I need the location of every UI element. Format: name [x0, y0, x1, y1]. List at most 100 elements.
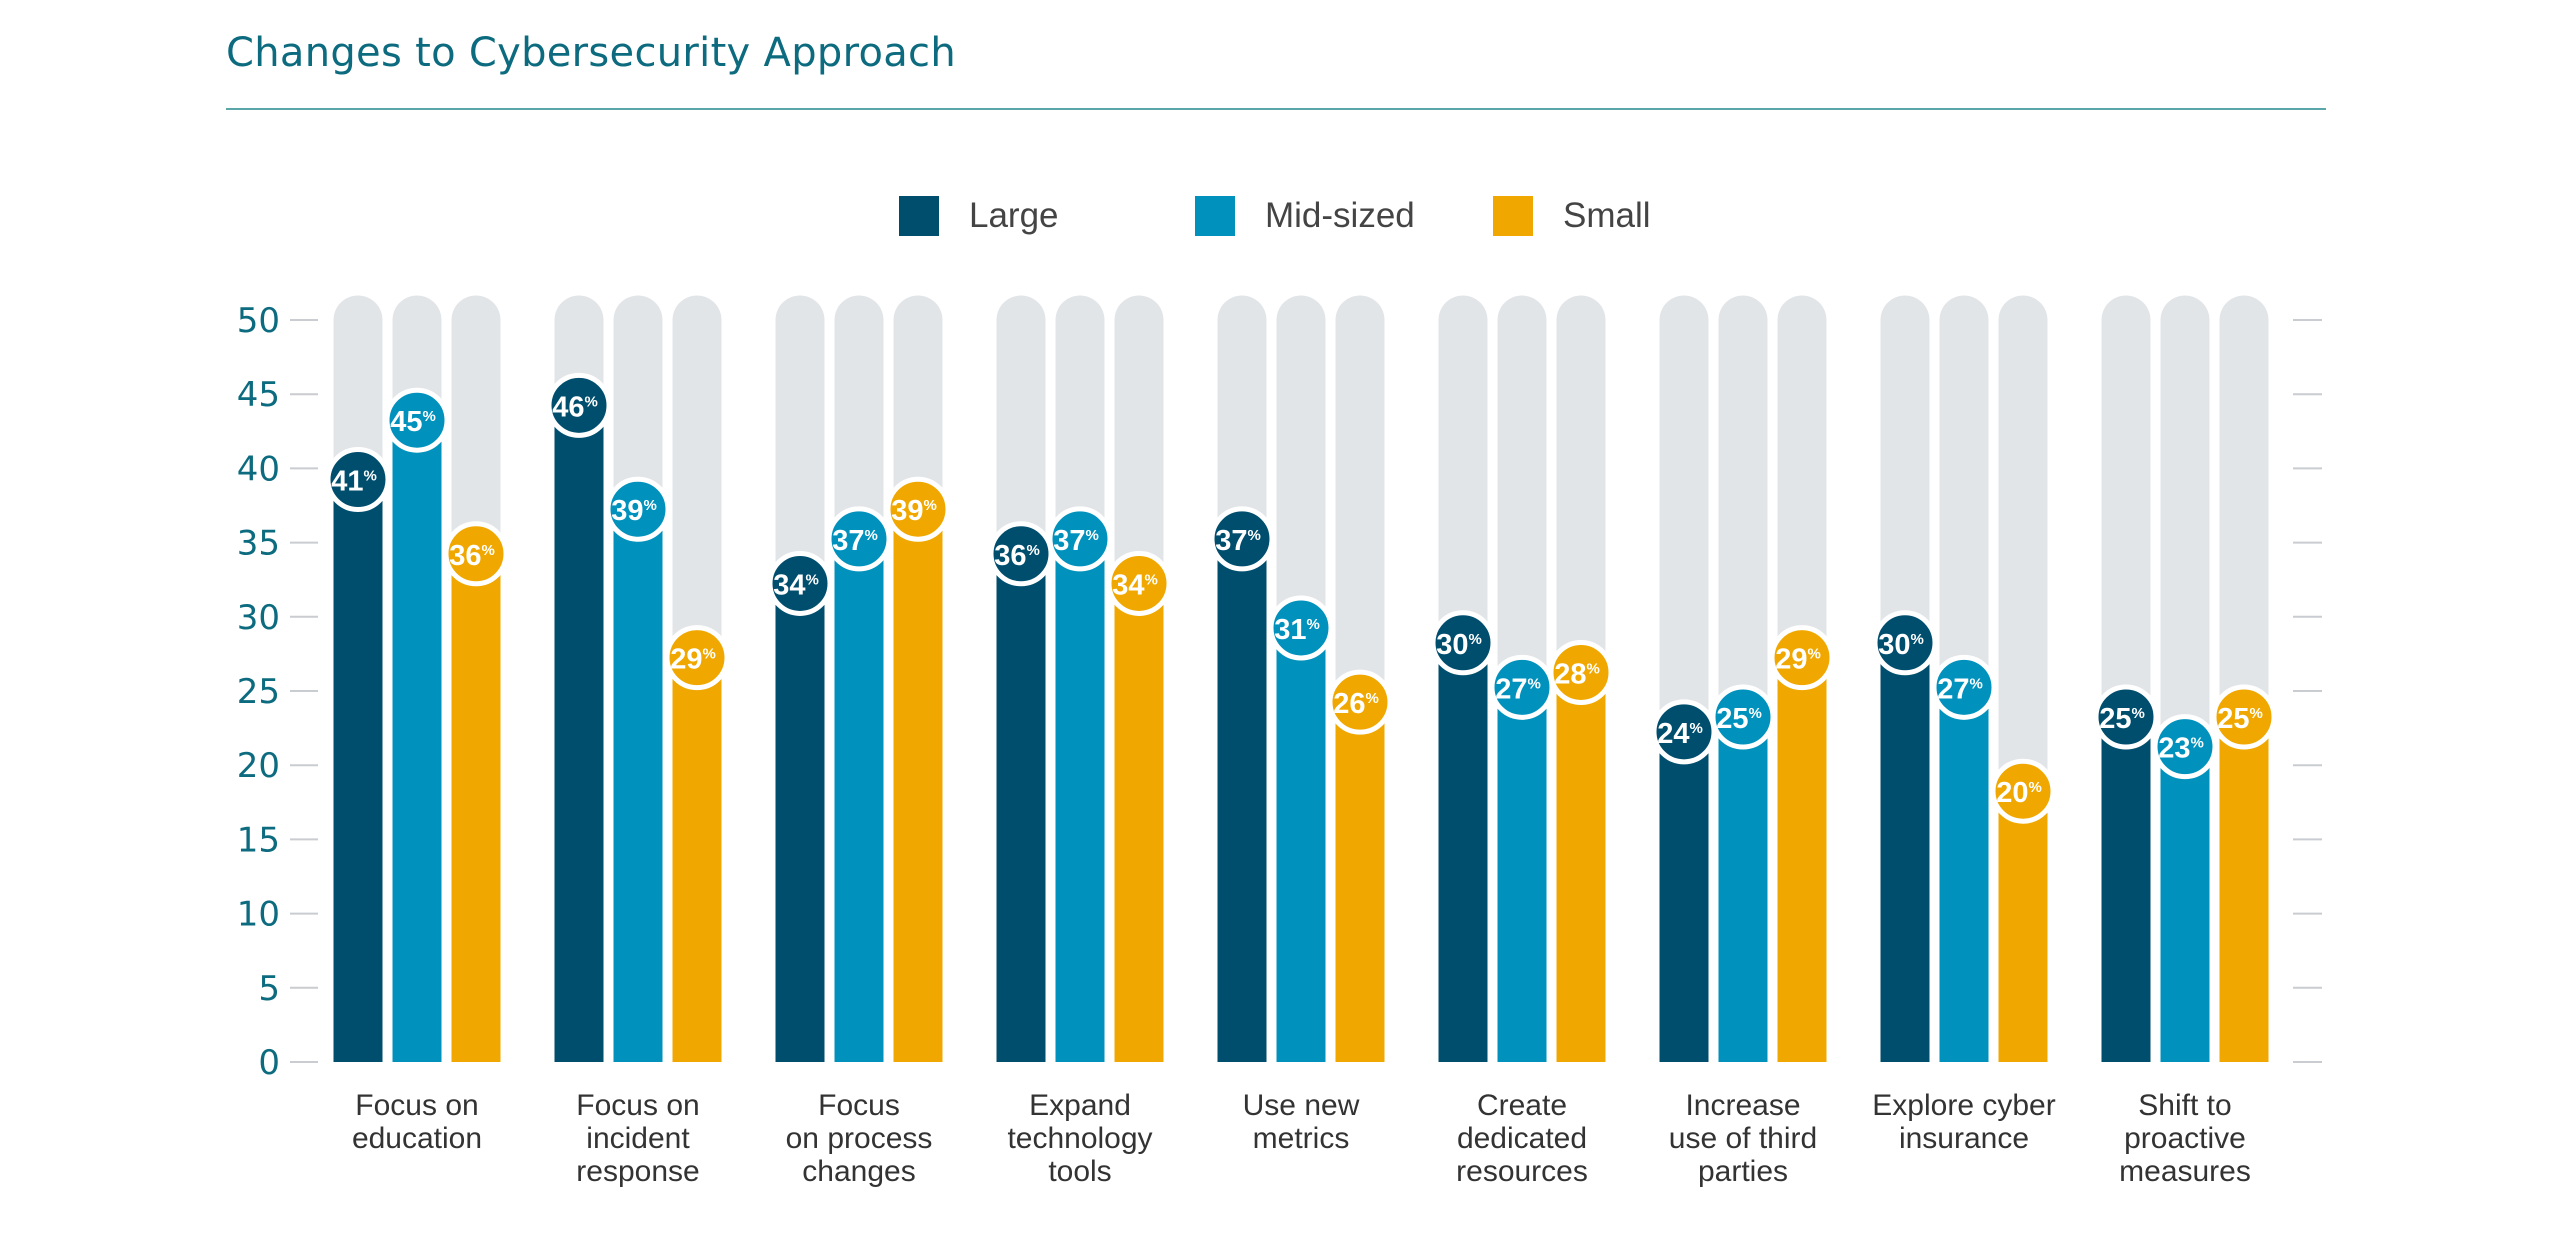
value-bubble — [2093, 684, 2159, 750]
bar — [1998, 765, 2048, 1062]
value-bubble — [885, 476, 951, 542]
bar — [2160, 720, 2210, 1062]
legend-swatch — [1195, 196, 1235, 236]
value-bubble — [605, 476, 671, 542]
bar — [554, 379, 604, 1062]
bar — [1939, 661, 1989, 1062]
bar — [775, 557, 825, 1062]
value-bubble — [546, 372, 612, 438]
value-bubble — [1047, 506, 1113, 572]
y-tick-label: 30 — [237, 598, 280, 638]
value-bubble — [1548, 639, 1614, 705]
bar-base — [451, 1032, 501, 1062]
bar-base — [1998, 1032, 2048, 1062]
legend-label: Small — [1563, 196, 1651, 235]
title-divider — [226, 108, 2326, 110]
value-bubble — [1106, 550, 1172, 616]
x-category-label: proactive — [2124, 1122, 2246, 1155]
y-tick-label: 15 — [237, 820, 280, 860]
data-label: 28% — [1554, 658, 1600, 690]
bar-base — [392, 1032, 442, 1062]
legend-swatch — [1493, 196, 1533, 236]
value-bubble — [1710, 684, 1776, 750]
bar — [1497, 661, 1547, 1062]
value-bubble — [988, 521, 1054, 587]
bar-base — [1438, 1032, 1488, 1062]
value-bubble — [826, 506, 892, 572]
value-bubble — [443, 521, 509, 587]
legend-label: Mid-sized — [1265, 196, 1415, 235]
x-category-label: education — [352, 1122, 482, 1155]
x-category-label: Explore cyber — [1872, 1089, 2055, 1122]
value-bubble — [1209, 506, 1275, 572]
value-bubble — [384, 387, 450, 453]
y-tick-label: 20 — [237, 746, 280, 786]
bar — [1276, 601, 1326, 1062]
y-tick-label: 5 — [258, 969, 280, 1009]
bar — [333, 453, 383, 1062]
bar-base — [1556, 1032, 1606, 1062]
bar-base — [1276, 1032, 1326, 1062]
x-category-label: measures — [2119, 1155, 2251, 1188]
bar — [451, 527, 501, 1062]
value-bubble — [1931, 654, 1997, 720]
bar-base — [893, 1032, 943, 1062]
x-category-label: insurance — [1899, 1122, 2029, 1155]
bar-base — [1777, 1032, 1827, 1062]
bar-base — [333, 1032, 383, 1062]
y-tick-label: 45 — [237, 375, 280, 415]
value-bubble — [1327, 669, 1393, 735]
value-bubble — [1872, 610, 1938, 676]
value-bubble — [1268, 595, 1334, 661]
bar-base — [834, 1032, 884, 1062]
value-bubble — [1990, 758, 2056, 824]
legend-item: Mid-sized — [1195, 196, 1415, 236]
y-tick-label: 40 — [237, 449, 280, 489]
bar-base — [1055, 1032, 1105, 1062]
bar — [1438, 616, 1488, 1062]
value-bubble — [2211, 684, 2277, 750]
value-bubble — [1651, 699, 1717, 765]
bar — [2219, 691, 2269, 1062]
bar-base — [996, 1032, 1046, 1062]
bar — [1777, 631, 1827, 1062]
chart-title: Changes to Cybersecurity Approach — [226, 30, 956, 76]
bar — [1335, 676, 1385, 1062]
value-bubble — [767, 550, 833, 616]
x-category-label: parties — [1698, 1155, 1788, 1188]
y-tick-label: 50 — [237, 301, 280, 341]
value-bubble — [2152, 714, 2218, 780]
x-category-label: Focus on — [355, 1089, 478, 1122]
bar-base — [1335, 1032, 1385, 1062]
x-category-label: changes — [802, 1155, 915, 1188]
legend-item: Large — [899, 196, 1059, 236]
bar — [834, 512, 884, 1062]
bar-base — [554, 1032, 604, 1062]
legend-item: Small — [1493, 196, 1651, 236]
x-category-label: metrics — [1253, 1122, 1350, 1155]
x-category-label: Expand — [1029, 1089, 1131, 1122]
bar — [893, 483, 943, 1062]
x-category-label: Focus on — [576, 1089, 699, 1122]
x-category-label: tools — [1048, 1155, 1111, 1188]
bar — [392, 394, 442, 1062]
value-bubble — [325, 447, 391, 513]
bar — [2101, 691, 2151, 1062]
bar-base — [1659, 1032, 1709, 1062]
bar-base — [613, 1032, 663, 1062]
bar-base — [1217, 1032, 1267, 1062]
bar — [996, 527, 1046, 1062]
x-category-label: technology — [1007, 1122, 1152, 1155]
bar-base — [2101, 1032, 2151, 1062]
x-category-label: dedicated — [1457, 1122, 1587, 1155]
x-category-label: incident — [586, 1122, 690, 1155]
value-bubble — [1769, 625, 1835, 691]
y-tick-label: 10 — [237, 895, 280, 935]
x-category-label: Create — [1477, 1089, 1567, 1122]
bar — [1217, 512, 1267, 1062]
bar-base — [1497, 1032, 1547, 1062]
bar-base — [1114, 1032, 1164, 1062]
bar — [613, 483, 663, 1062]
bar-base — [1880, 1032, 1930, 1062]
